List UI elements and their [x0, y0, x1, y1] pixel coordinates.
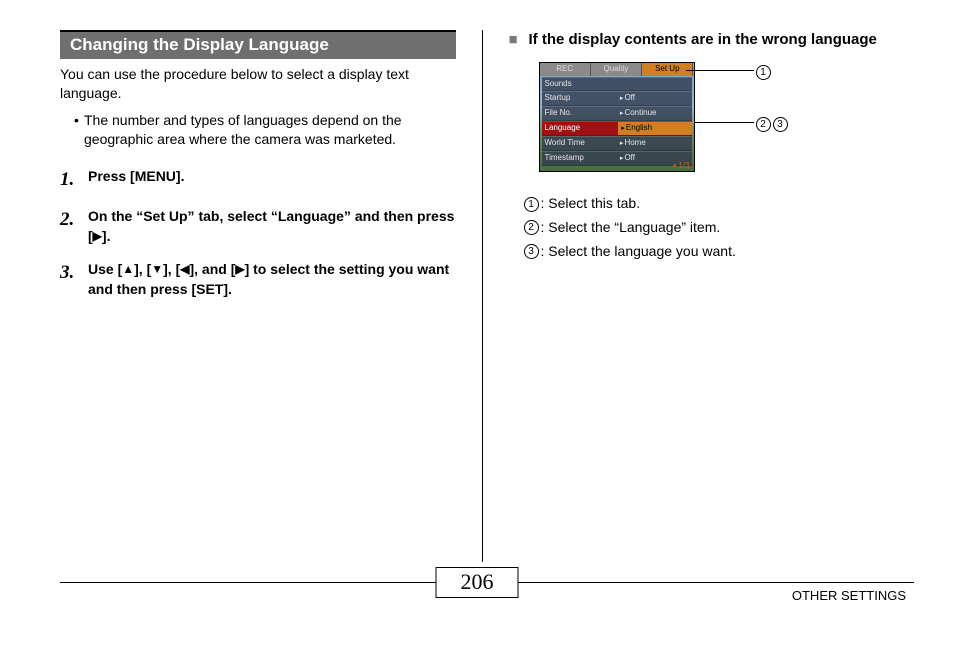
- right-arrow-icon: ▶: [93, 230, 102, 242]
- square-bullet-icon: ■: [509, 30, 529, 50]
- step-number: 2.: [60, 207, 88, 246]
- callout-1: 1: [756, 62, 771, 80]
- footer-section-label: OTHER SETTINGS: [792, 588, 906, 603]
- screenshot-area: REC Quality Set Up Sounds Startup▸Off Fi…: [539, 62, 839, 172]
- circled-2-icon: 2: [524, 220, 539, 235]
- legend-text: : Select the language you want.: [541, 240, 736, 264]
- note-item: • The number and types of languages depe…: [74, 111, 456, 149]
- legend-text: : Select the “Language” item.: [541, 216, 721, 240]
- shot-row: File No.▸Continue: [542, 106, 692, 121]
- circled-2-icon: 2: [756, 117, 771, 132]
- sub-heading-text: If the display contents are in the wrong…: [529, 30, 877, 50]
- shot-tab-bar: REC Quality Set Up: [540, 63, 694, 76]
- sub-heading: ■ If the display contents are in the wro…: [509, 30, 905, 50]
- shot-row: Timestamp▸Off: [542, 151, 692, 166]
- legend-row-2: 2 : Select the “Language” item.: [524, 216, 905, 240]
- shot-menu: Sounds Startup▸Off File No.▸Continue Lan…: [542, 77, 692, 166]
- callout-line-23: [695, 122, 754, 123]
- page-footer: 206 OTHER SETTINGS: [0, 582, 954, 628]
- shot-row-selected: Language▸English: [542, 121, 692, 136]
- note-text: The number and types of languages depend…: [84, 111, 456, 149]
- step-1: 1. Press [MENU].: [60, 167, 456, 194]
- right-arrow-icon: ▶: [235, 263, 244, 275]
- shot-page-indicator: ▾ 1/3: [673, 161, 690, 170]
- callout-line-1: [686, 70, 754, 71]
- left-column: Changing the Display Language You can us…: [60, 30, 476, 562]
- note-list: • The number and types of languages depe…: [74, 111, 456, 149]
- legend-text: : Select this tab.: [541, 192, 641, 216]
- shot-row: World Time▸Home: [542, 136, 692, 151]
- camera-screenshot: REC Quality Set Up Sounds Startup▸Off Fi…: [539, 62, 695, 172]
- bullet-dot: •: [74, 111, 84, 149]
- circled-1-icon: 1: [756, 65, 771, 80]
- step-text: Use [▲], [▼], [◀], and [▶] to select the…: [88, 260, 456, 299]
- circled-1-icon: 1: [524, 197, 539, 212]
- shot-row: Sounds: [542, 77, 692, 91]
- step-text: Press [MENU].: [88, 167, 184, 194]
- legend-row-1: 1 : Select this tab.: [524, 192, 905, 216]
- circled-3-icon: 3: [773, 117, 788, 132]
- circled-3-icon: 3: [524, 244, 539, 259]
- step-number: 1.: [60, 167, 88, 194]
- callout-legend: 1 : Select this tab. 2 : Select the “Lan…: [524, 192, 905, 263]
- page-columns: Changing the Display Language You can us…: [0, 0, 954, 562]
- shot-row: Startup▸Off: [542, 91, 692, 106]
- section-title: Changing the Display Language: [60, 30, 456, 59]
- step-number: 3.: [60, 260, 88, 299]
- shot-tab-rec: REC: [540, 63, 591, 76]
- up-arrow-icon: ▲: [122, 263, 134, 275]
- column-divider: [482, 30, 483, 562]
- down-arrow-icon: ▼: [151, 263, 163, 275]
- page-number: 206: [436, 567, 519, 598]
- step-text: On the “Set Up” tab, select “Language” a…: [88, 207, 456, 246]
- intro-text: You can use the procedure below to selec…: [60, 65, 456, 103]
- step-list: 1. Press [MENU]. 2. On the “Set Up” tab,…: [60, 167, 456, 300]
- step-3: 3. Use [▲], [▼], [◀], and [▶] to select …: [60, 260, 456, 299]
- shot-tab-quality: Quality: [591, 63, 642, 76]
- callout-2-3: 23: [756, 114, 788, 132]
- right-column: ■ If the display contents are in the wro…: [489, 30, 915, 562]
- step-2: 2. On the “Set Up” tab, select “Language…: [60, 207, 456, 246]
- legend-row-3: 3 : Select the language you want.: [524, 240, 905, 264]
